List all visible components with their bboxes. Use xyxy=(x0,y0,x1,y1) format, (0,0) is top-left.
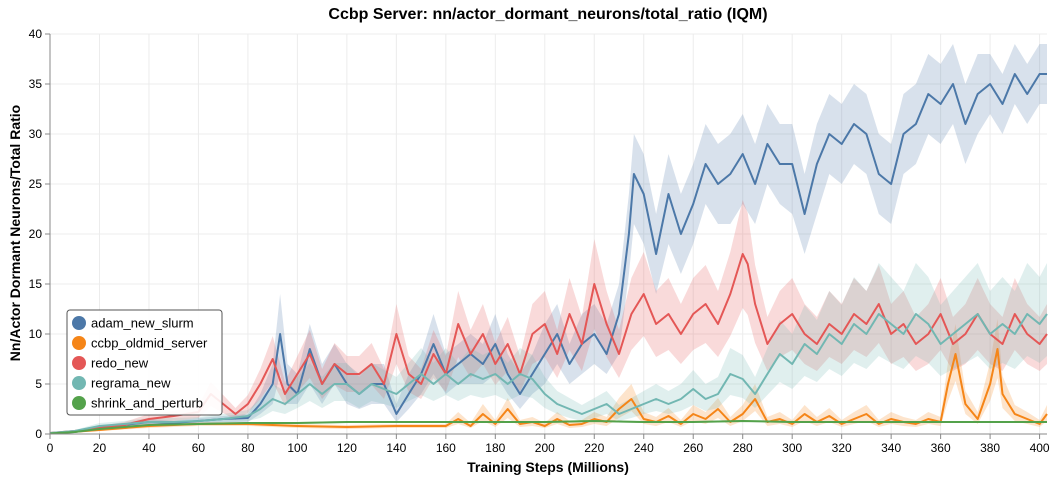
y-tick-label: 10 xyxy=(29,327,43,341)
confidence-band-redo-new xyxy=(50,200,1047,434)
y-tick-label: 25 xyxy=(29,177,43,191)
series-line-redo-new xyxy=(49,253,1048,434)
x-tick-label: 220 xyxy=(584,441,604,455)
x-tick-label: 200 xyxy=(535,441,555,455)
legend-label: ccbp_oldmid_server xyxy=(91,336,208,351)
legend-symbol xyxy=(72,356,86,370)
x-tick-label: 140 xyxy=(386,441,406,455)
x-tick-label: 340 xyxy=(881,441,901,455)
series-line-ccbp-oldmid-server xyxy=(49,348,1048,435)
legend: adam_new_slurm ccbp_oldmid_server redo_new… xyxy=(66,309,223,416)
x-tick-label: 60 xyxy=(192,441,206,455)
legend-label: shrink_and_perturb xyxy=(91,396,203,411)
x-tick-label: 360 xyxy=(931,441,951,455)
x-tick-label: 100 xyxy=(287,441,307,455)
series-line-regrama-new xyxy=(49,313,1048,434)
chart-title: Ccbp Server: nn/actor_dormant_neurons/to… xyxy=(328,6,767,23)
y-tick-label: 0 xyxy=(35,427,42,441)
y-axis-title: Nn/Actor Dormant Neurons/Total Ratio xyxy=(7,105,23,361)
y-tick-label: 30 xyxy=(29,127,43,141)
y-tick-label: 40 xyxy=(29,27,43,41)
y-tick-label: 20 xyxy=(29,227,43,241)
x-tick-label: 380 xyxy=(980,441,1000,455)
x-tick-label: 240 xyxy=(634,441,654,455)
legend-label: regrama_new xyxy=(91,376,171,391)
y-tick-label: 35 xyxy=(29,77,43,91)
x-axis-title: Training Steps (Millions) xyxy=(467,459,629,475)
x-tick-label: 160 xyxy=(436,441,456,455)
axes: 0 20 40 60 80 100 120 140 160 180 200 220 240 260 280 3… xyxy=(29,27,1050,455)
x-tick-label: 0 xyxy=(47,441,54,455)
legend-symbol xyxy=(72,376,86,390)
series-line-shrink-and-perturb xyxy=(49,420,1047,435)
x-tick-label: 80 xyxy=(241,441,255,455)
series-lines xyxy=(49,73,1048,435)
legend-box xyxy=(66,309,223,416)
confidence-band-adam-new-slurm xyxy=(50,44,1047,434)
legend-label: redo_new xyxy=(91,356,149,371)
legend-label: adam_new_slurm xyxy=(91,316,194,331)
x-tick-label: 260 xyxy=(683,441,703,455)
x-tick-label: 20 xyxy=(93,441,107,455)
y-tick-label: 5 xyxy=(35,377,42,391)
x-tick-label: 320 xyxy=(832,441,852,455)
legend-symbol xyxy=(72,316,86,330)
x-tick-label: 400 xyxy=(1030,441,1050,455)
x-tick-label: 40 xyxy=(142,441,156,455)
x-tick-label: 280 xyxy=(733,441,753,455)
x-tick-label: 120 xyxy=(337,441,357,455)
y-tick-label: 15 xyxy=(29,277,43,291)
series-line-adam-new-slurm xyxy=(49,73,1047,434)
x-tick-label: 300 xyxy=(782,441,802,455)
legend-symbol xyxy=(72,336,86,350)
legend-symbol xyxy=(72,396,86,410)
x-tick-label: 180 xyxy=(485,441,505,455)
